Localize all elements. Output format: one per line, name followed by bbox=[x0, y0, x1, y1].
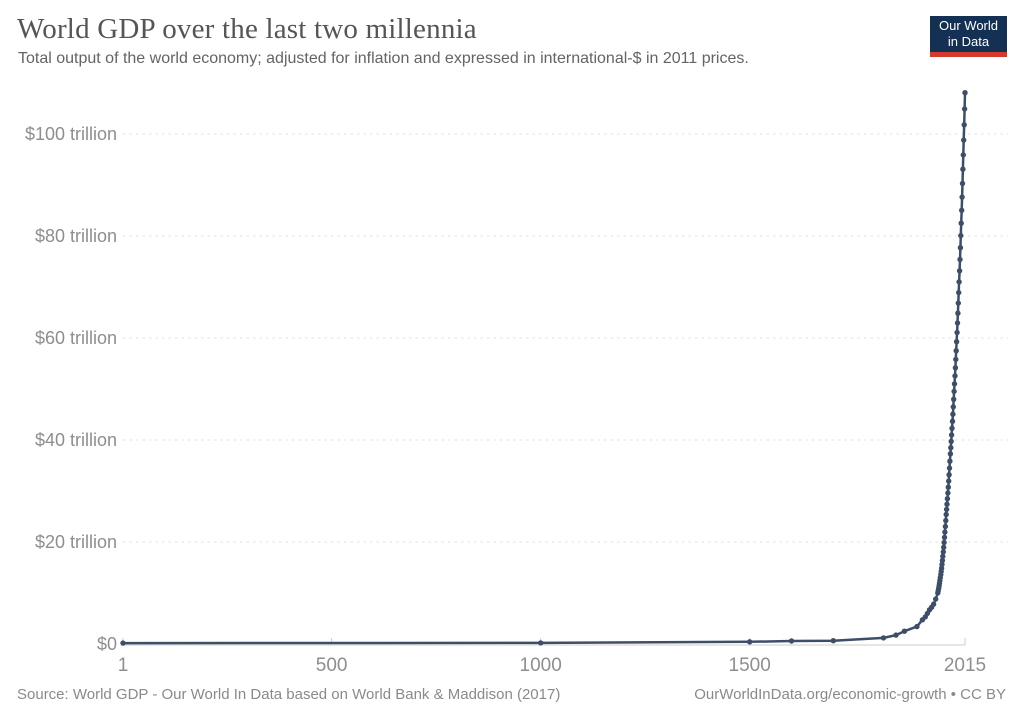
svg-text:1500: 1500 bbox=[729, 655, 771, 676]
svg-text:1000: 1000 bbox=[520, 655, 562, 676]
svg-text:$60 trillion: $60 trillion bbox=[35, 328, 117, 348]
gridlines bbox=[123, 133, 1008, 543]
owid-logo[interactable]: Our World in Data bbox=[930, 16, 1007, 57]
svg-text:1: 1 bbox=[118, 655, 129, 676]
chart-footer: Source: World GDP - Our World In Data ba… bbox=[17, 686, 1006, 703]
chart-subtitle: Total output of the world economy; adjus… bbox=[18, 50, 749, 67]
page-title: World GDP over the last two millennia bbox=[17, 13, 477, 45]
owid-logo-text: Our World in Data bbox=[930, 16, 1007, 52]
owid-logo-line2: in Data bbox=[947, 34, 990, 49]
svg-text:$20 trillion: $20 trillion bbox=[35, 532, 117, 552]
svg-text:$0: $0 bbox=[97, 634, 117, 654]
svg-text:$100 trillion: $100 trillion bbox=[25, 124, 117, 144]
gdp-line bbox=[122, 92, 967, 645]
gdp-points bbox=[120, 90, 968, 646]
svg-text:$40 trillion: $40 trillion bbox=[35, 430, 117, 450]
footer-link[interactable]: OurWorldInData.org/economic-growth • CC … bbox=[694, 686, 1006, 703]
y-axis-labels: $0 $20 trillion $40 trillion $60 trillion $8… bbox=[25, 124, 117, 654]
svg-text:$80 trillion: $80 trillion bbox=[35, 226, 117, 246]
owid-logo-stripe bbox=[930, 52, 1007, 57]
source-note: Source: World GDP - Our World In Data ba… bbox=[17, 686, 561, 703]
svg-text:500: 500 bbox=[316, 655, 348, 676]
owid-logo-line1: Our World bbox=[939, 18, 998, 33]
svg-text:2015: 2015 bbox=[944, 655, 986, 676]
x-axis-labels: 1 500 1000 1500 2015 bbox=[118, 655, 986, 676]
